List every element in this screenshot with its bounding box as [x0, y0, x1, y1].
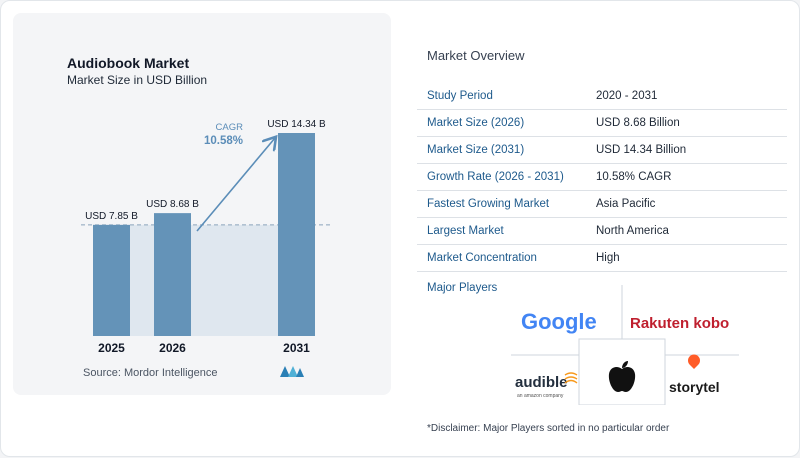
chart-subtitle: Market Size in USD Billion: [67, 73, 208, 87]
overview-table: Study Period 2020 - 2031 Market Size (202…: [417, 83, 787, 272]
bar-2031: [278, 133, 315, 336]
audible-logo: audible an amazon company: [515, 372, 578, 399]
data-label-2025: USD 7.85 B: [85, 211, 138, 222]
x-tick-label-2026: 2026: [159, 341, 186, 355]
cagr-value: 10.58%: [204, 135, 243, 147]
svg-text:an amazon company: an amazon company: [517, 393, 564, 399]
mordor-logo-icon: [280, 366, 304, 377]
row-key: Market Concentration: [427, 252, 537, 264]
data-label-2031: USD 14.34 B: [267, 119, 326, 130]
cagr-arrow: [196, 138, 275, 232]
row-value: USD 8.68 Billion: [596, 117, 680, 129]
apple-logo-icon: [608, 361, 636, 392]
table-row: Growth Rate (2026 - 2031) 10.58% CAGR: [417, 164, 787, 191]
svg-text:Rakuten kobo: Rakuten kobo: [630, 315, 729, 332]
row-key: Fastest Growing Market: [427, 198, 550, 210]
market-overview-title: Market Overview: [427, 48, 525, 63]
row-value: North America: [596, 225, 669, 237]
table-row: Market Size (2026) USD 8.68 Billion: [417, 110, 787, 137]
cagr-label: CAGR: [216, 122, 244, 133]
major-players-logos: Google Rakuten kobo audible an amazon co…: [511, 285, 739, 405]
row-value: High: [596, 252, 620, 264]
disclaimer-text: *Disclaimer: Major Players sorted in no …: [427, 423, 670, 434]
svg-text:storytel: storytel: [669, 379, 720, 395]
row-key: Growth Rate (2026 - 2031): [427, 171, 564, 183]
table-row: Fastest Growing Market Asia Pacific: [417, 191, 787, 218]
row-key: Market Size (2031): [427, 144, 525, 156]
row-value: 10.58% CAGR: [596, 171, 672, 183]
row-value: Asia Pacific: [596, 198, 656, 210]
x-tick-label-2025: 2025: [98, 341, 125, 355]
bar-2025: [93, 224, 130, 336]
row-value: 2020 - 2031: [596, 90, 658, 102]
storytel-logo: storytel: [669, 354, 720, 395]
chart-title: Audiobook Market: [67, 55, 190, 71]
table-row: Market Concentration High: [417, 245, 787, 272]
row-value: USD 14.34 Billion: [596, 144, 687, 156]
row-key: Market Size (2026): [427, 117, 525, 129]
table-row: Study Period 2020 - 2031: [417, 83, 787, 110]
svg-text:audible: audible: [515, 374, 568, 391]
bar-2026: [154, 213, 191, 336]
row-key: Study Period: [427, 90, 493, 102]
svg-text:Google: Google: [521, 309, 597, 334]
table-row: Largest Market North America: [417, 218, 787, 245]
source-text: Source: Mordor Intelligence: [83, 367, 218, 379]
data-label-2026: USD 8.68 B: [146, 199, 199, 210]
x-tick-label-2031: 2031: [283, 341, 310, 355]
major-players-label: Major Players: [427, 282, 498, 294]
table-row: Market Size (2031) USD 14.34 Billion: [417, 137, 787, 164]
row-key: Largest Market: [427, 225, 504, 237]
google-logo: Google: [521, 309, 597, 334]
rakuten-kobo-logo: Rakuten kobo: [630, 315, 729, 332]
